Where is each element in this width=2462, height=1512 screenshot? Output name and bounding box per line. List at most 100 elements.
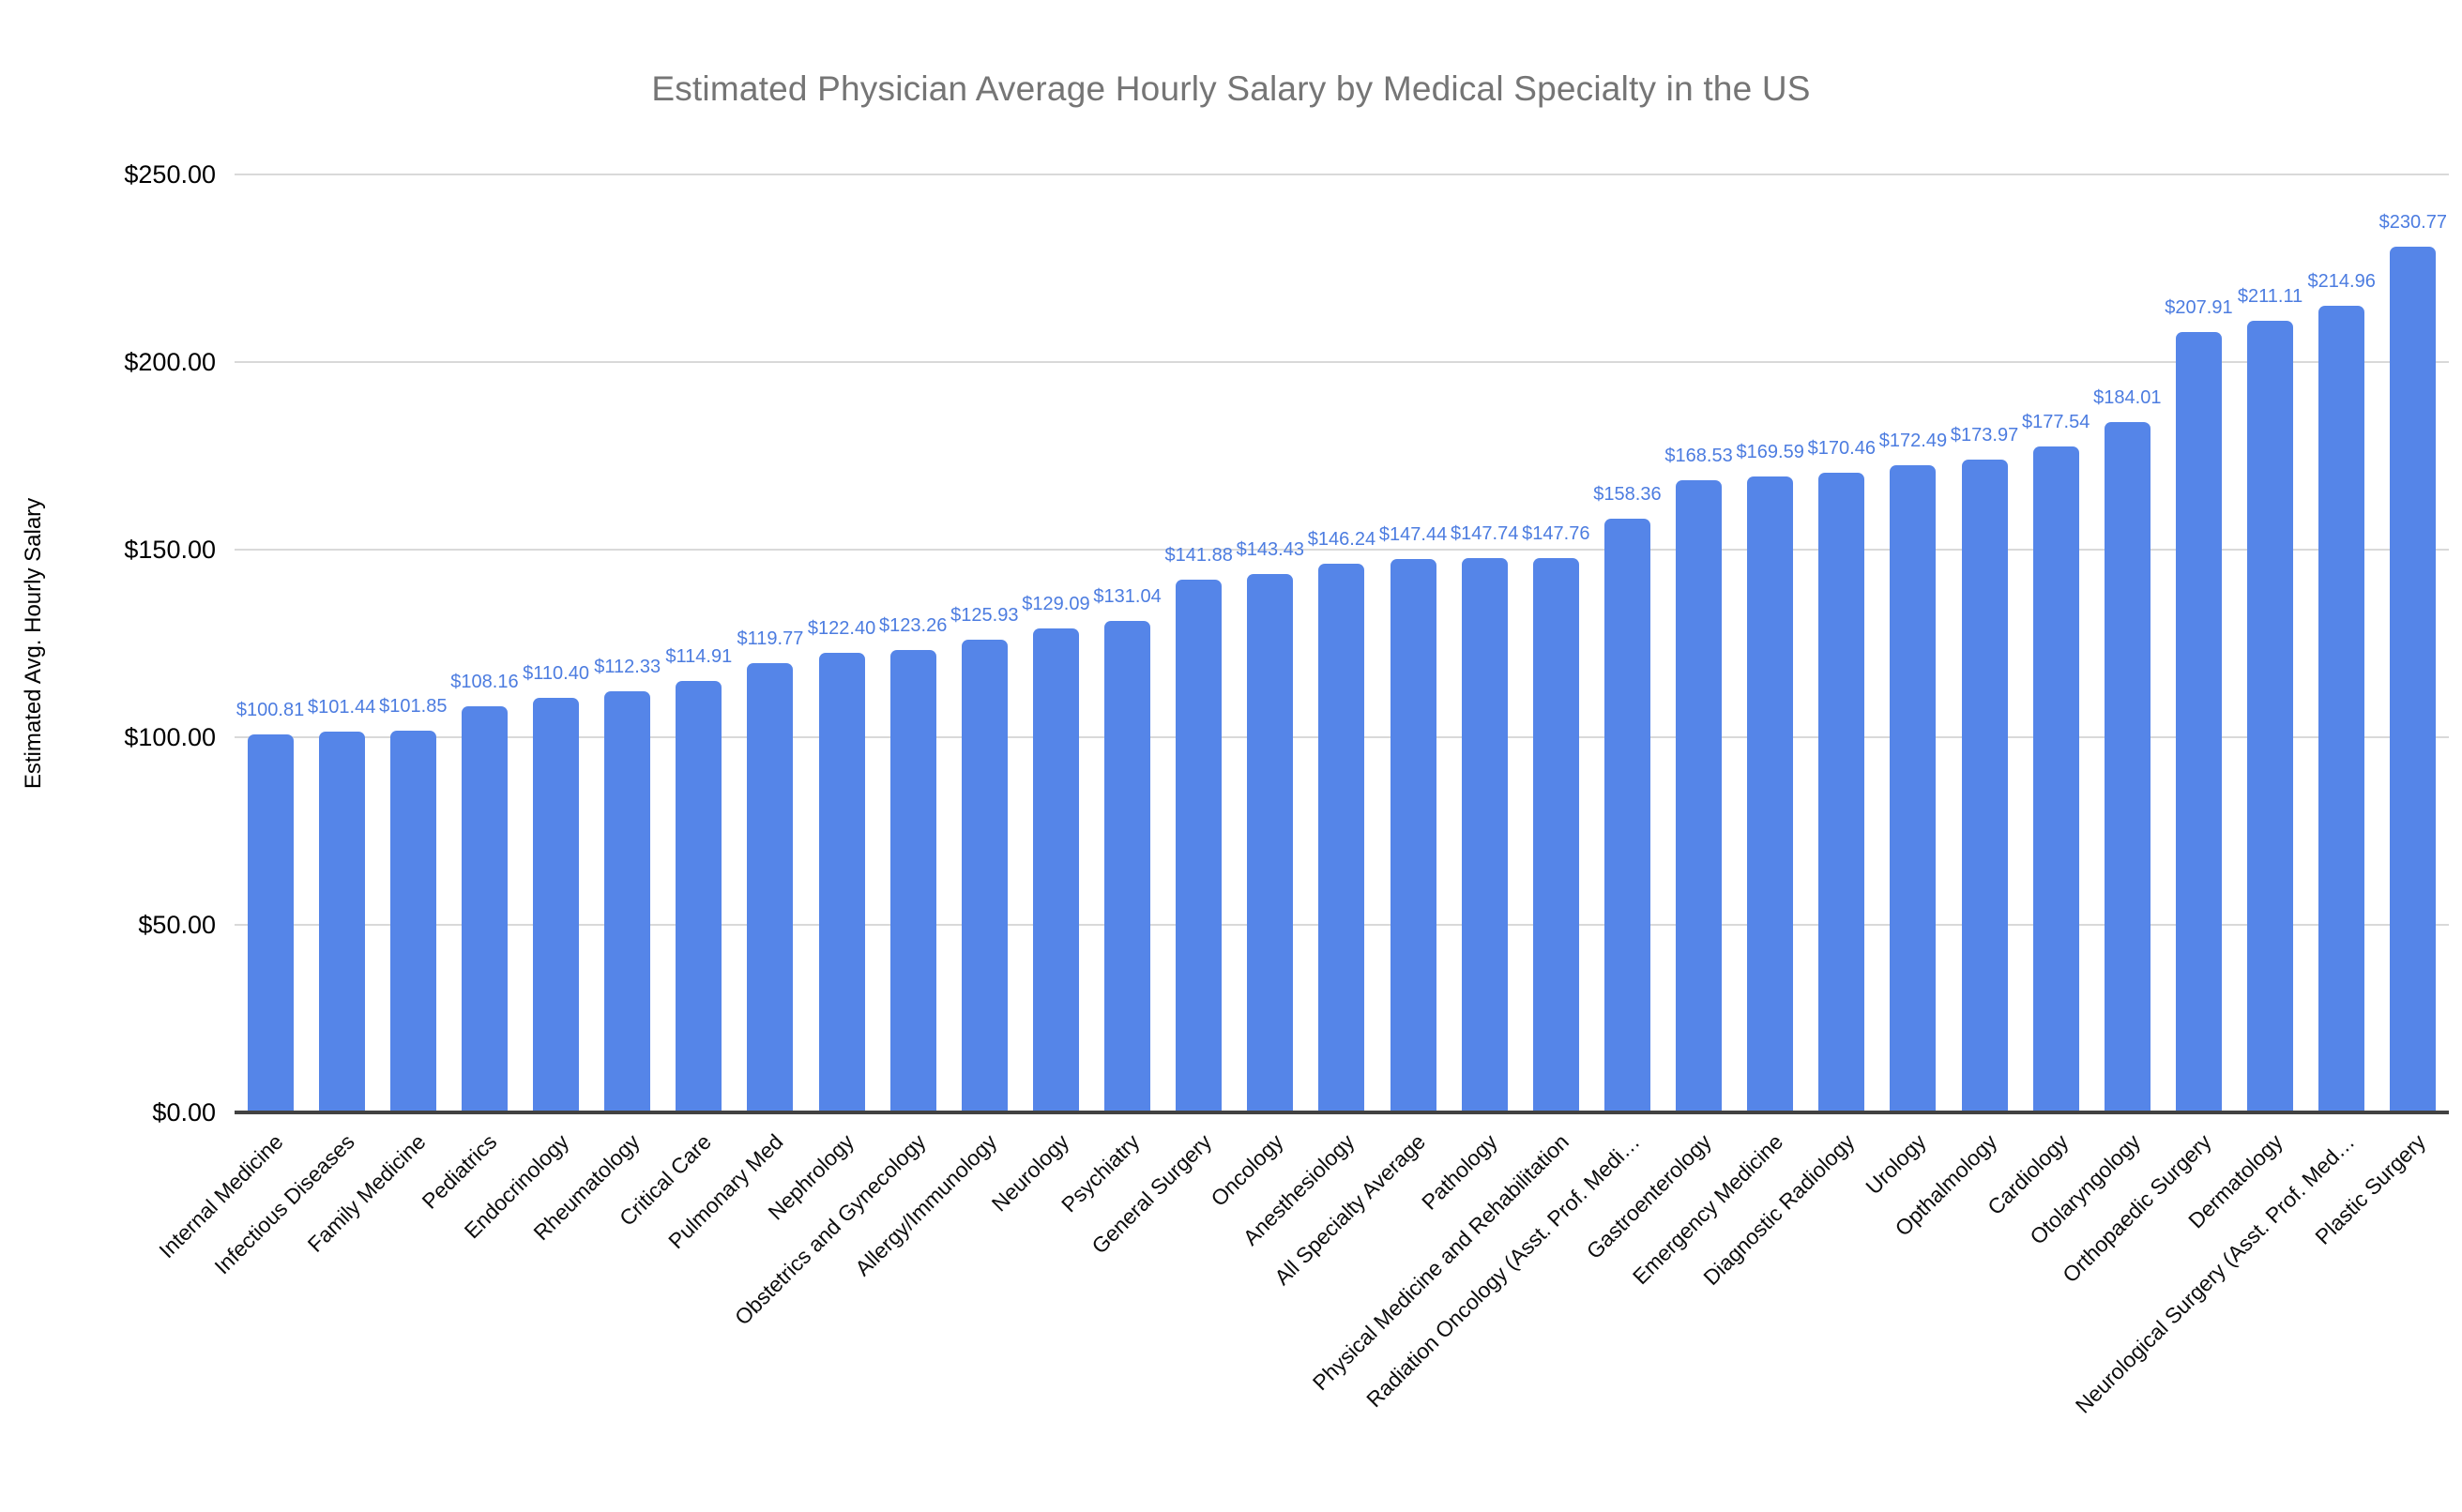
bar (1532, 558, 1579, 1112)
bar-group: $143.43 Oncology (1206, 174, 1306, 1211)
y-axis-tick-label: $50.00 (138, 911, 216, 939)
bar-value-label: $122.40 (807, 618, 876, 639)
bar-group: $147.44 All Specialty Average (1270, 174, 1449, 1290)
bar-group: $168.53 Gastroenterology (1582, 174, 1735, 1263)
y-axis-tick-label: $150.00 (124, 536, 216, 564)
bar (1032, 628, 1079, 1112)
bar-value-label: $101.44 (308, 697, 376, 718)
bar-value-label: $184.01 (2093, 387, 2162, 408)
bar-group: $177.54 Cardiology (1983, 174, 2091, 1219)
bar (318, 732, 365, 1112)
bar-group: $112.33 Rheumatology (529, 174, 663, 1245)
x-axis-label: Internal Medicine (154, 1129, 288, 1263)
bar-group: $114.91 Critical Care (615, 174, 735, 1231)
bar-value-label: $131.04 (1093, 586, 1162, 607)
bar-group: $101.44 Infectious Diseases (209, 174, 377, 1278)
y-axis-tick-label: $100.00 (124, 723, 216, 751)
bar-value-label: $123.26 (879, 615, 948, 636)
bar-value-label: $207.91 (2165, 297, 2233, 318)
bar-group: $170.46 Diagnostic Radiology (1698, 174, 1877, 1290)
bar (1247, 574, 1294, 1112)
bar-value-label: $211.11 (2237, 286, 2303, 307)
bar (247, 734, 294, 1112)
bar (1818, 473, 1865, 1112)
gridline (235, 361, 2449, 363)
bar-value-label: $125.93 (950, 605, 1019, 626)
bar-value-label: $173.97 (1950, 425, 2019, 446)
x-axis-label: Gastroenterology (1581, 1129, 1716, 1264)
bar-group: $172.49 Urology (1861, 174, 1949, 1199)
bar (2247, 321, 2294, 1112)
bar-group: $100.81 Internal Medicine (154, 174, 306, 1263)
bar (604, 691, 651, 1112)
bar-value-label: $110.40 (523, 663, 589, 684)
bar-group: $207.91 Orthopaedic Surgery (2058, 174, 2234, 1287)
bar (676, 681, 722, 1112)
x-axis-label: Allergy/Immunology (850, 1129, 1002, 1281)
bar (2032, 446, 2079, 1112)
bar (1390, 559, 1436, 1112)
bar-value-label: $172.49 (1878, 431, 1948, 451)
bar-group: $158.36 Radiation Oncology (Asst. Prof. M… (1362, 174, 1663, 1412)
bar-group: $184.01 Otolaryngology (2025, 174, 2163, 1249)
bar (1318, 564, 1365, 1112)
bar-value-label: $108.16 (450, 672, 519, 692)
bar-value-label: $147.44 (1378, 524, 1448, 545)
bar (2390, 247, 2437, 1112)
x-axis-label: Physical Medicine and Rehabilitation (1307, 1129, 1573, 1396)
bar (461, 706, 508, 1112)
bar-group: $129.09 Neurology (986, 174, 1091, 1217)
bar-value-label: $143.43 (1236, 539, 1304, 560)
bar-group: $122.40 Nephrology (764, 174, 877, 1225)
bar-value-label: $230.77 (2378, 212, 2447, 233)
bar-group: $131.04 Psychiatry (1057, 174, 1163, 1217)
bar-group: $230.77 Plastic Surgery (2310, 174, 2449, 1249)
bar-value-label: $112.33 (594, 657, 661, 677)
y-axis-tick-label: $200.00 (124, 348, 216, 376)
bar-group: $173.97 Opthalmology (1891, 174, 2020, 1241)
bar (1603, 519, 1650, 1112)
bar-value-label: $146.24 (1307, 529, 1376, 550)
bar (1676, 480, 1723, 1112)
chart-title: Estimated Physician Average Hourly Salar… (651, 69, 1811, 108)
bar (889, 650, 936, 1112)
bar (2318, 306, 2365, 1112)
bar-group: $169.59 Emergency Medicine (1628, 174, 1806, 1289)
bar-value-label: $147.74 (1451, 523, 1519, 544)
bar-group: $125.93 Allergy/Immunology (850, 174, 1020, 1280)
bar-value-label: $177.54 (2022, 412, 2090, 432)
bar-value-label: $170.46 (1807, 438, 1876, 459)
bar (1961, 460, 2008, 1112)
bar-group: $211.11 Dermatology (2183, 174, 2306, 1233)
y-axis-tick-label: $250.00 (124, 160, 216, 189)
bar (1176, 580, 1223, 1112)
bar (818, 653, 865, 1112)
bar-group: $214.96 Neurological Surgery (Asst. Prof.… (2070, 174, 2378, 1418)
x-axis-label: Urology (1860, 1129, 1931, 1200)
gridline (235, 174, 2449, 175)
bar-value-label: $147.76 (1522, 523, 1590, 544)
bar (1104, 621, 1151, 1112)
bar (2175, 332, 2222, 1112)
bar-group: $123.26 Obstetrics and Gynecology (730, 174, 949, 1330)
gridline (235, 549, 2449, 551)
bar (1461, 558, 1508, 1112)
bar (389, 731, 436, 1112)
bar-group: $110.40 Endocrinology (459, 174, 592, 1243)
bar (2104, 422, 2150, 1112)
bar-group: $147.76 Physical Medicine and Rehabilitat… (1307, 174, 1591, 1395)
bars-container: $100.81 Internal Medicine $101.44 Infectiou… (154, 174, 2449, 1418)
bar (1890, 465, 1937, 1112)
bar-group: $108.16 Pediatrics (418, 174, 520, 1214)
plot-area: $100.81 Internal Medicine $101.44 Infectiou… (154, 174, 2449, 1418)
bar (1747, 476, 1794, 1112)
bar-value-label: $169.59 (1736, 442, 1804, 462)
y-axis-tick-label: $0.00 (152, 1098, 216, 1126)
bar-value-label: $129.09 (1022, 594, 1090, 614)
bar-value-label: $214.96 (2307, 271, 2376, 292)
bar (533, 698, 580, 1112)
bar-group: $101.85 Family Medicine (303, 174, 448, 1257)
bar-value-label: $101.85 (379, 696, 448, 717)
bar-group: $119.77 Pulmonary Med (663, 174, 806, 1253)
bar-group: $146.24 Anesthesiology (1239, 174, 1377, 1250)
